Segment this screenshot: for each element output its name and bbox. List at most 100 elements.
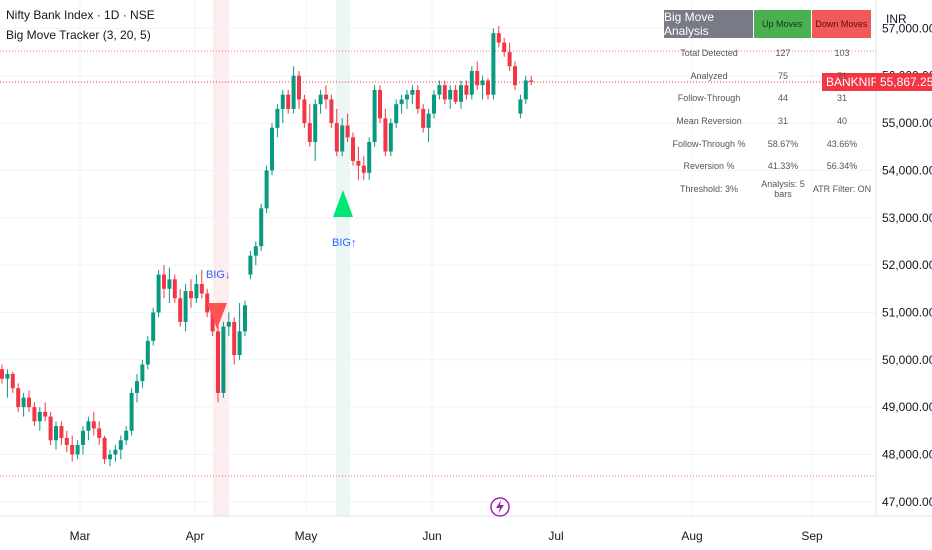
candle-body bbox=[243, 305, 247, 332]
candle-body bbox=[480, 80, 485, 86]
candle-body bbox=[86, 421, 91, 431]
candle-body bbox=[361, 165, 366, 173]
panel-row: Mean Reversion 31 40 bbox=[664, 110, 872, 133]
candle-body bbox=[5, 373, 10, 379]
candle-body bbox=[523, 80, 528, 100]
row-down-value: 31 bbox=[836, 93, 847, 104]
candle-body bbox=[399, 99, 404, 105]
candle-body bbox=[291, 75, 296, 109]
y-tick-label: 57,000.00 bbox=[882, 21, 932, 35]
big-up-marker bbox=[333, 190, 353, 217]
panel-row: Analyzed 75 71 bbox=[664, 65, 872, 88]
candle-body bbox=[421, 108, 426, 128]
candle-body bbox=[372, 89, 377, 143]
candle-body bbox=[253, 246, 258, 256]
candle-body bbox=[124, 430, 129, 441]
candle-body bbox=[226, 321, 231, 327]
symbol-title[interactable]: Nifty Bank Index · 1D · NSE bbox=[6, 8, 155, 22]
candle-body bbox=[0, 369, 4, 379]
candle-body bbox=[329, 99, 334, 124]
big-up-highlight-band bbox=[336, 0, 350, 516]
candle-body bbox=[162, 274, 166, 289]
candle-body bbox=[302, 99, 307, 124]
row-label: Threshold: 3% bbox=[679, 183, 739, 194]
candle-body bbox=[37, 411, 42, 422]
y-tick-label: 54,000.00 bbox=[882, 163, 932, 177]
candle-body bbox=[70, 444, 75, 455]
candle-body bbox=[248, 255, 253, 275]
candle-body bbox=[475, 71, 480, 86]
candle-body bbox=[16, 388, 21, 408]
currency-label[interactable]: INR bbox=[886, 12, 907, 26]
candle-body bbox=[442, 85, 447, 100]
candle-body bbox=[297, 75, 301, 100]
row-up-value: 41.33% bbox=[767, 161, 799, 172]
candle-body bbox=[432, 94, 436, 114]
candle-body bbox=[529, 80, 534, 83]
candle-body bbox=[21, 397, 26, 408]
candle-body bbox=[237, 331, 242, 356]
candle-body bbox=[156, 274, 161, 313]
row-down-value: 103 bbox=[834, 48, 850, 59]
candle-body bbox=[167, 279, 172, 289]
candle-body bbox=[388, 123, 393, 152]
indicator-legend[interactable]: Big Move Tracker (3, 20, 5) bbox=[6, 28, 151, 42]
big-down-highlight-band bbox=[213, 0, 229, 516]
candle-body bbox=[351, 137, 355, 161]
row-label: Mean Reversion bbox=[676, 116, 742, 127]
candle-body bbox=[518, 99, 523, 114]
candle-body bbox=[54, 426, 58, 441]
candle-body bbox=[469, 71, 474, 95]
lightning-icon[interactable] bbox=[490, 497, 510, 517]
candle-body bbox=[502, 42, 507, 53]
candle-body bbox=[507, 52, 512, 67]
candle-body bbox=[210, 312, 215, 332]
candle-body bbox=[205, 293, 210, 313]
candle-body bbox=[264, 170, 269, 209]
candle-body bbox=[270, 127, 274, 171]
big-down-label: BIG↓ bbox=[206, 269, 230, 281]
panel-header-down-moves: Down Moves bbox=[811, 10, 872, 38]
candle-body bbox=[275, 108, 280, 128]
candle-body bbox=[383, 118, 388, 152]
candle-body bbox=[307, 123, 312, 143]
candle-body bbox=[394, 104, 399, 124]
panel-row: Threshold: 3% Analysis: 5 bars ATR Filter:… bbox=[664, 178, 872, 201]
candle-body bbox=[189, 291, 193, 299]
row-down-value: 40 bbox=[836, 116, 847, 127]
x-tick-label: Mar bbox=[70, 529, 91, 543]
x-tick-label: Jul bbox=[548, 529, 563, 543]
row-label: Follow-Through % bbox=[672, 138, 746, 149]
big-up-label: BIG↑ bbox=[332, 237, 356, 249]
candle-body bbox=[129, 392, 134, 431]
panel-row: Follow-Through % 58.67% 43.66% bbox=[664, 132, 872, 155]
y-tick-label: 49,000.00 bbox=[882, 400, 932, 414]
candle-body bbox=[216, 331, 220, 393]
row-label: Follow-Through bbox=[677, 93, 741, 104]
big-down-marker bbox=[207, 303, 227, 329]
row-up-value: 127 bbox=[775, 48, 791, 59]
candle-body bbox=[286, 94, 291, 109]
candle-body bbox=[10, 373, 15, 389]
candle-body bbox=[486, 80, 490, 95]
candle-body bbox=[151, 312, 156, 341]
candle-body bbox=[426, 113, 431, 128]
row-up-value: 44 bbox=[777, 93, 788, 104]
candle-body bbox=[140, 364, 145, 382]
row-down-value: 56.34% bbox=[826, 161, 858, 172]
x-tick-label: Aug bbox=[681, 529, 702, 543]
candle-body bbox=[459, 85, 463, 102]
candle-body bbox=[199, 284, 204, 294]
candle-body bbox=[437, 85, 442, 95]
candle-body bbox=[27, 397, 31, 408]
candle-body bbox=[378, 89, 382, 119]
x-tick-label: Jun bbox=[422, 529, 441, 543]
candle-body bbox=[194, 284, 199, 299]
candle-body bbox=[491, 33, 496, 95]
candle-body bbox=[59, 426, 64, 438]
candle-body bbox=[135, 381, 139, 393]
candle-body bbox=[43, 411, 48, 417]
y-tick-label: 53,000.00 bbox=[882, 211, 932, 225]
row-down-value: 71 bbox=[836, 70, 847, 81]
